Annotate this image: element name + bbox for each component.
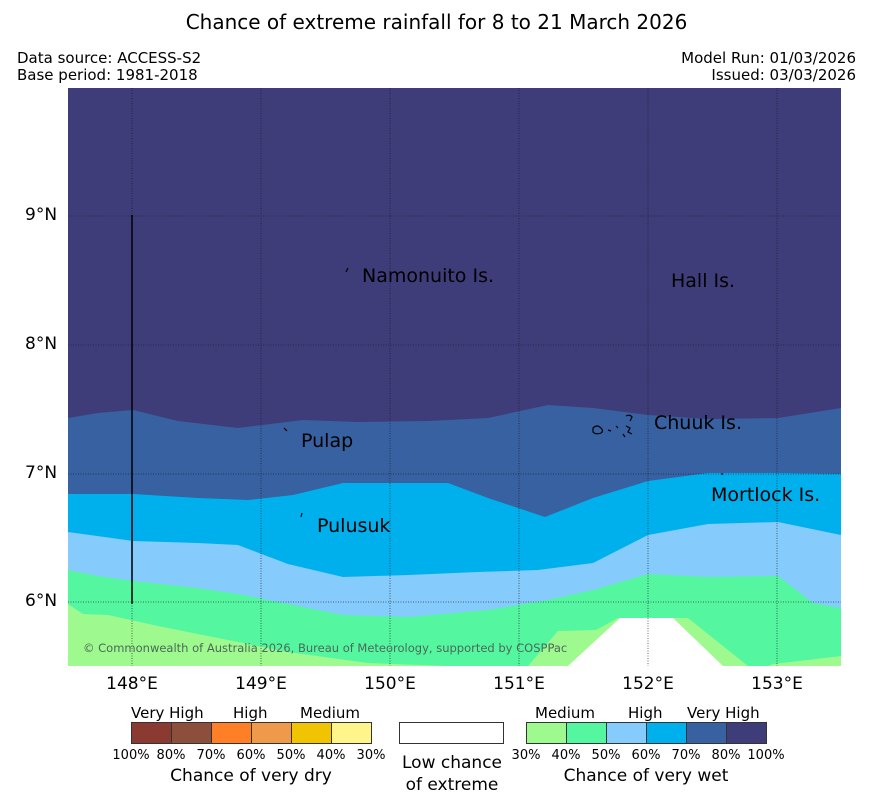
model-run: Model Run: 01/03/2026 xyxy=(681,49,856,67)
wet-caption: Chance of very wet xyxy=(563,766,729,786)
band-low-chance xyxy=(568,618,723,666)
chuuk-lagoon-mark xyxy=(592,414,633,438)
header-right: Model Run: 01/03/2026 Issued: 03/03/2026 xyxy=(681,50,856,84)
data-source: Data source: ACCESS-S2 xyxy=(17,49,202,67)
place-namonuito: Namonuito Is. xyxy=(362,265,494,287)
copyright-notice: © Commonwealth of Australia 2026, Bureau… xyxy=(83,641,567,655)
header-left: Data source: ACCESS-S2 Base period: 1981… xyxy=(17,50,201,84)
dry-percent-label: 100% xyxy=(112,748,150,763)
dry-medium-label: Medium xyxy=(300,704,360,722)
lon-label-152e: 152°E xyxy=(622,674,674,694)
rainfall-map: Namonuito Is. Hall Is. Pulap Chuuk Is. M… xyxy=(68,88,841,666)
place-pulap: Pulap xyxy=(301,430,353,452)
wet-swatch-0 xyxy=(526,722,567,744)
dry-swatch-2 xyxy=(211,722,252,744)
dry-swatch-5 xyxy=(331,722,372,744)
island-marks xyxy=(283,267,723,518)
dry-swatch-4 xyxy=(291,722,332,744)
place-chuuk: Chuuk Is. xyxy=(654,412,742,434)
wet-high-label: High xyxy=(628,704,663,722)
wet-swatch-5 xyxy=(726,722,767,744)
lon-label-149e: 149°E xyxy=(235,674,287,694)
wet-percent-label: 100% xyxy=(747,748,785,763)
base-period: Base period: 1981-2018 xyxy=(17,66,198,84)
wet-very-high-label: Very High xyxy=(687,704,760,722)
low-chance-line2: of extreme xyxy=(405,775,499,795)
wet-percent-label: 50% xyxy=(591,748,621,763)
dry-percent-label: 30% xyxy=(356,748,386,763)
namonuito-island-mark xyxy=(345,267,349,273)
wet-swatch-3 xyxy=(646,722,687,744)
lon-label-150e: 150°E xyxy=(364,674,416,694)
dry-percent-label: 70% xyxy=(196,748,226,763)
low-chance-line1: Low chance xyxy=(402,753,502,773)
dry-swatch-0 xyxy=(131,722,172,744)
wet-percent-label: 30% xyxy=(511,748,541,763)
place-mortlock: Mortlock Is. xyxy=(711,484,820,506)
lat-label-7n: 7°N xyxy=(25,463,58,483)
lon-label-153e: 153°E xyxy=(751,674,803,694)
wet-swatch-4 xyxy=(686,722,727,744)
dry-high-label: High xyxy=(233,704,268,722)
map-title: Chance of extreme rainfall for 8 to 21 M… xyxy=(185,10,688,34)
pulusuk-island-mark xyxy=(300,512,303,518)
dry-percent-label: 60% xyxy=(236,748,266,763)
issued-date: Issued: 03/03/2026 xyxy=(711,66,856,84)
lat-label-9n: 9°N xyxy=(25,205,58,225)
wet-percent-label: 80% xyxy=(711,748,741,763)
wet-percent-label: 70% xyxy=(671,748,701,763)
dry-caption: Chance of very dry xyxy=(170,766,332,786)
dry-percent-label: 40% xyxy=(316,748,346,763)
place-pulusuk: Pulusuk xyxy=(317,515,390,537)
dry-swatch-3 xyxy=(251,722,292,744)
place-hall: Hall Is. xyxy=(671,270,735,292)
wet-medium-label: Medium xyxy=(535,704,595,722)
wet-swatch-1 xyxy=(566,722,607,744)
low-chance-caption: Low chance of extreme xyxy=(390,752,514,796)
wet-percent-label: 60% xyxy=(631,748,661,763)
low-chance-swatch xyxy=(399,722,504,744)
dry-very-high-label: Very High xyxy=(131,704,204,722)
lon-label-151e: 151°E xyxy=(493,674,545,694)
dry-swatch-1 xyxy=(171,722,212,744)
wet-swatch-2 xyxy=(606,722,647,744)
lat-label-8n: 8°N xyxy=(25,334,58,354)
pulap-island-mark xyxy=(283,427,288,432)
lat-label-6n: 6°N xyxy=(25,591,58,611)
dry-percent-label: 50% xyxy=(276,748,306,763)
lon-label-148e: 148°E xyxy=(106,674,158,694)
wet-percent-label: 40% xyxy=(551,748,581,763)
dry-percent-label: 80% xyxy=(156,748,186,763)
